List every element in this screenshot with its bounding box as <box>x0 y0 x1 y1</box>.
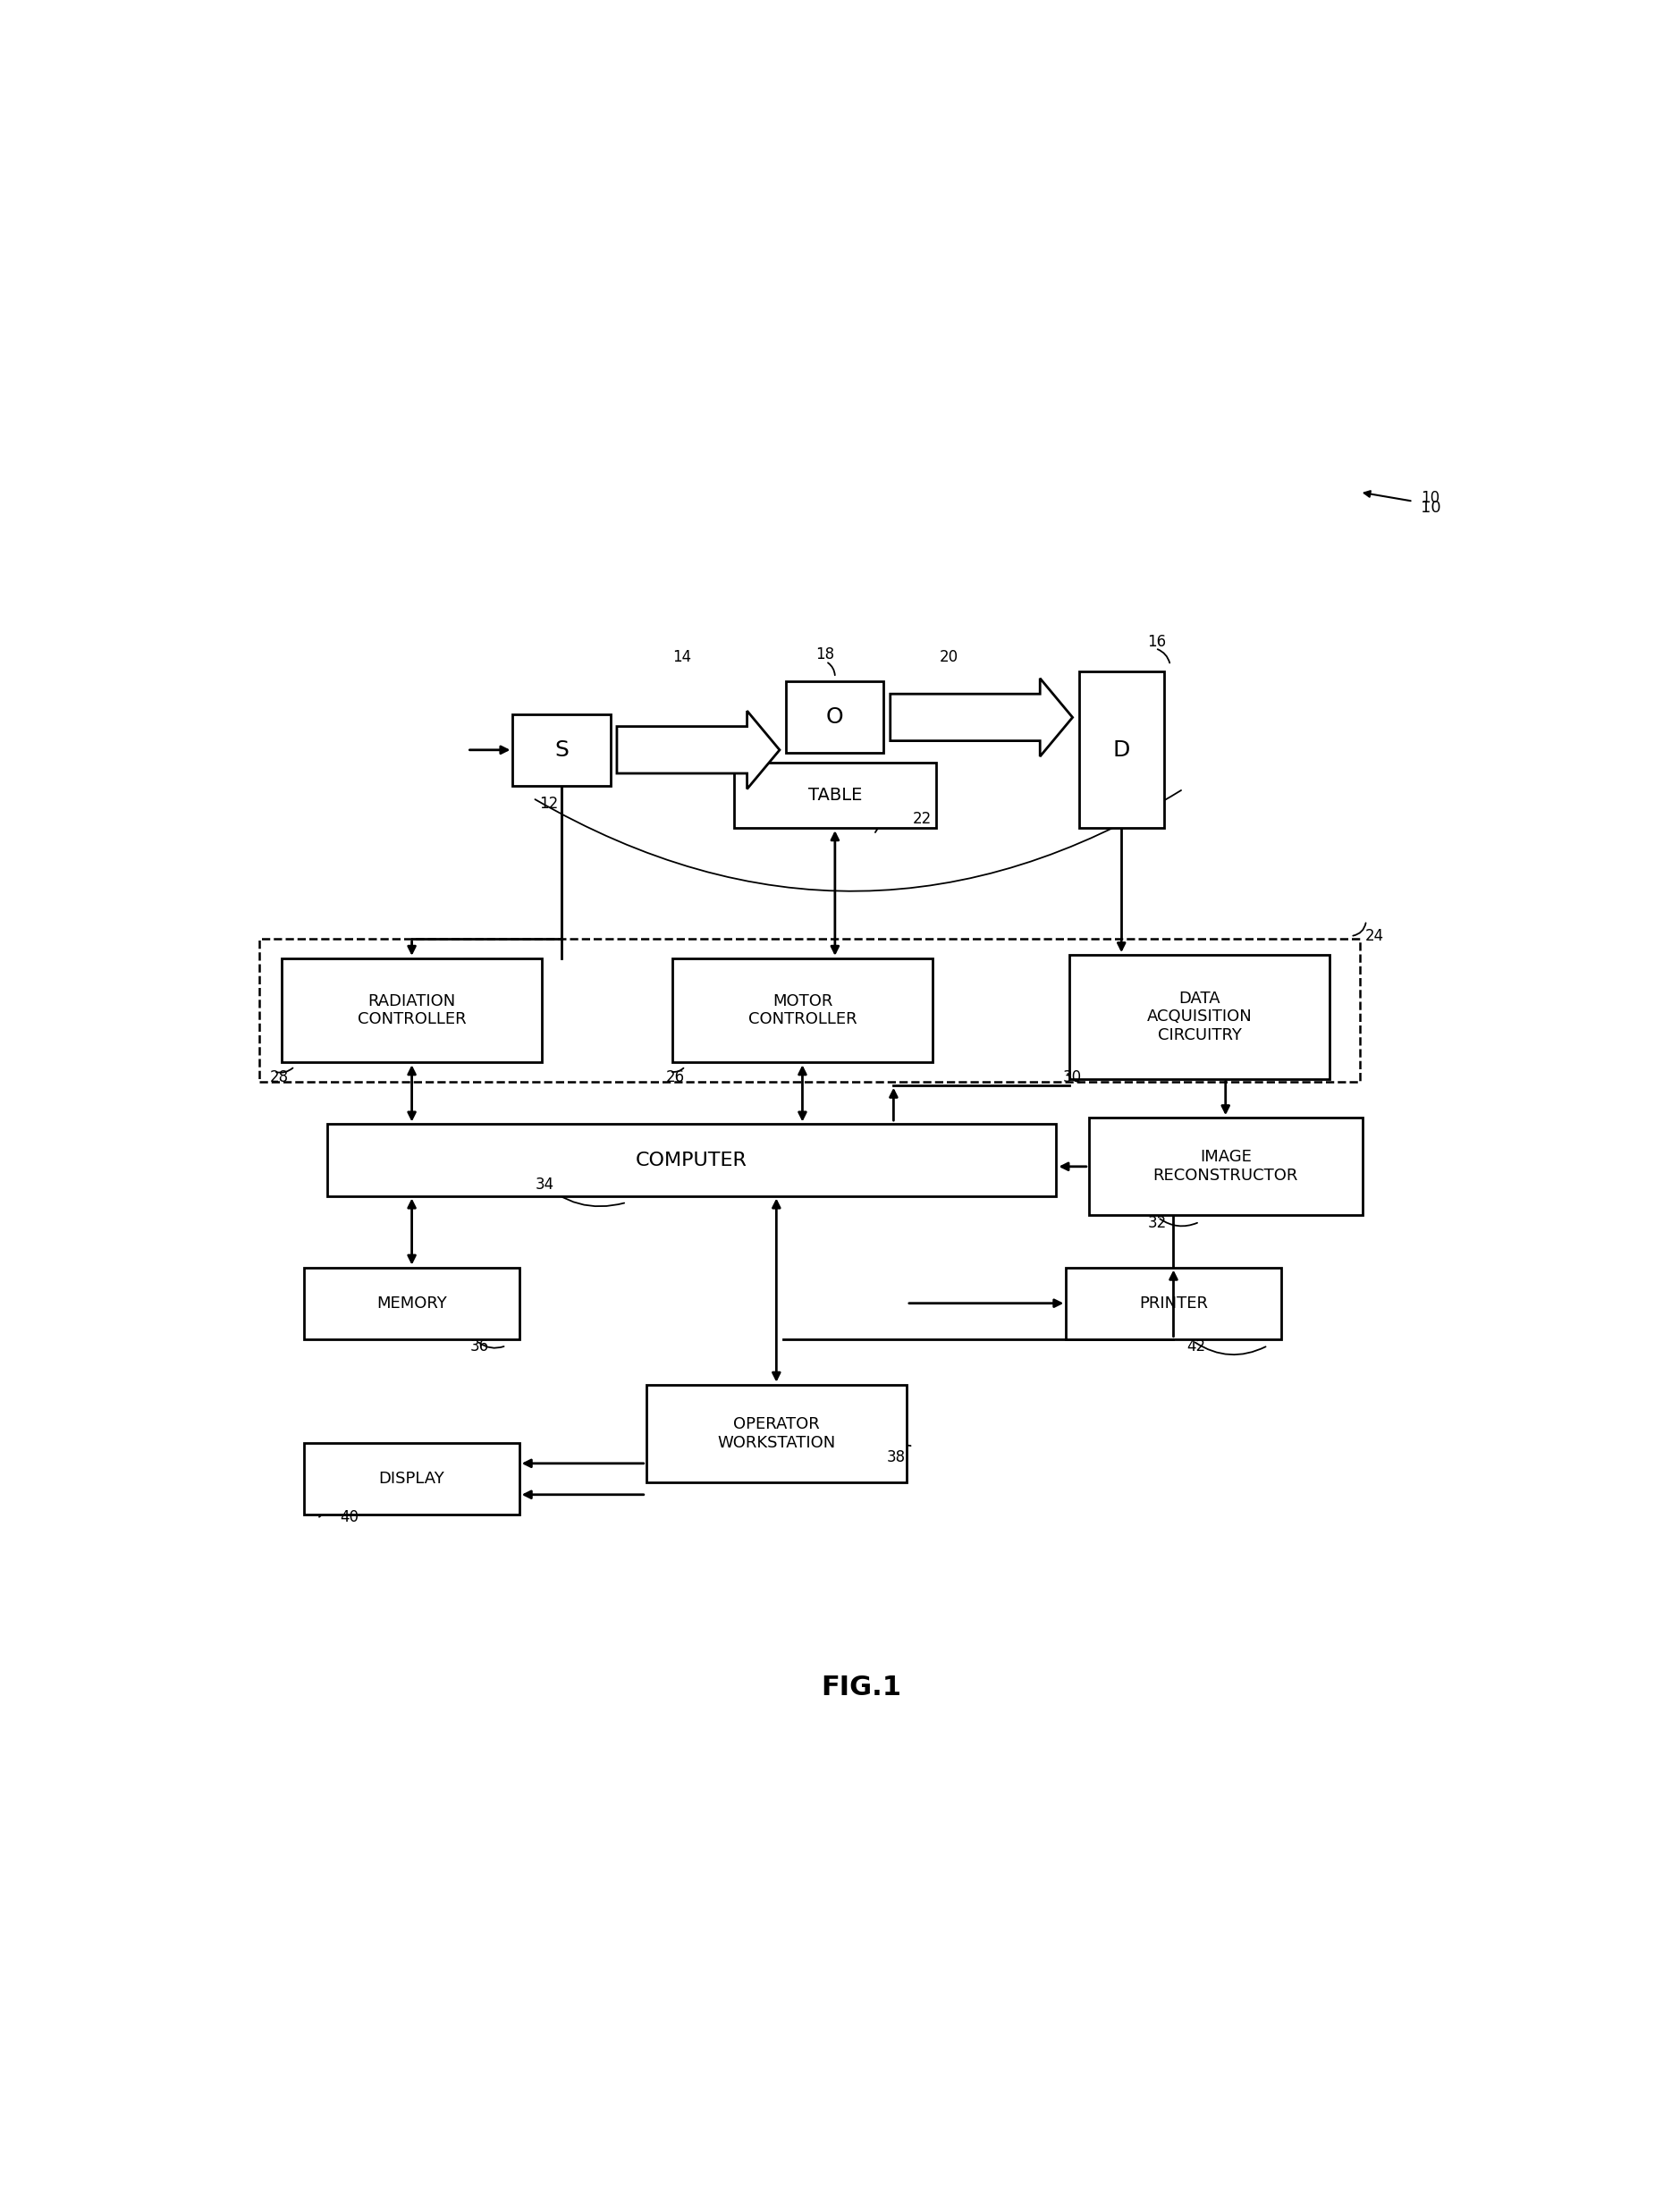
Text: DISPLAY: DISPLAY <box>380 1470 445 1488</box>
Text: 16: 16 <box>1147 634 1166 649</box>
Text: D: D <box>1112 739 1131 761</box>
Text: 18: 18 <box>815 647 835 663</box>
Text: 28: 28 <box>270 1068 289 1086</box>
Text: 36: 36 <box>470 1338 489 1354</box>
Text: 10: 10 <box>1421 500 1441 516</box>
Bar <box>734 764 936 827</box>
Text: FIG.1: FIG.1 <box>822 1674 900 1700</box>
Bar <box>512 713 610 785</box>
Text: 22: 22 <box>914 812 932 827</box>
Text: MEMORY: MEMORY <box>376 1294 447 1312</box>
Bar <box>647 1384 907 1483</box>
Text: 20: 20 <box>939 649 958 665</box>
Text: S: S <box>554 739 568 761</box>
Text: OPERATOR
WORKSTATION: OPERATOR WORKSTATION <box>717 1415 835 1450</box>
Bar <box>1070 954 1331 1079</box>
Text: 24: 24 <box>1364 928 1384 943</box>
Bar <box>1079 671 1164 827</box>
Text: 40: 40 <box>339 1509 360 1525</box>
Bar <box>1089 1117 1362 1215</box>
Bar <box>282 959 543 1062</box>
Text: IMAGE
RECONSTRUCTOR: IMAGE RECONSTRUCTOR <box>1152 1150 1299 1185</box>
Text: TABLE: TABLE <box>808 788 862 803</box>
Text: 38: 38 <box>887 1448 906 1466</box>
Text: DATA
ACQUISITION
CIRCUITRY: DATA ACQUISITION CIRCUITRY <box>1147 989 1252 1044</box>
Polygon shape <box>890 678 1072 757</box>
Text: 14: 14 <box>672 649 690 665</box>
Bar <box>786 682 884 753</box>
Text: O: O <box>827 706 843 728</box>
Bar <box>304 1268 519 1338</box>
Text: 34: 34 <box>536 1176 554 1194</box>
Text: RADIATION
CONTROLLER: RADIATION CONTROLLER <box>358 994 465 1027</box>
Bar <box>259 939 1359 1082</box>
Text: PRINTER: PRINTER <box>1139 1294 1208 1312</box>
Text: COMPUTER: COMPUTER <box>637 1152 748 1169</box>
Text: 10: 10 <box>1421 489 1440 505</box>
Bar <box>672 959 932 1062</box>
Text: 26: 26 <box>665 1068 684 1086</box>
Text: MOTOR
CONTROLLER: MOTOR CONTROLLER <box>748 994 857 1027</box>
Text: 32: 32 <box>1147 1215 1166 1231</box>
Bar <box>1067 1268 1280 1338</box>
Text: 42: 42 <box>1186 1338 1205 1354</box>
Text: 12: 12 <box>539 796 558 812</box>
Bar <box>304 1444 519 1514</box>
Text: 30: 30 <box>1063 1068 1082 1086</box>
Bar <box>328 1123 1057 1196</box>
Polygon shape <box>617 711 780 790</box>
